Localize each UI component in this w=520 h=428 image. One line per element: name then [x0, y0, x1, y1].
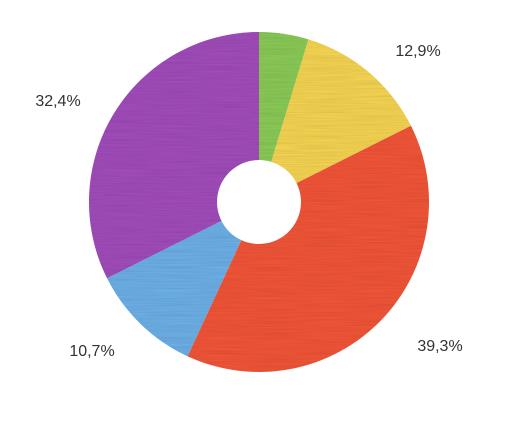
donut-slice-3	[107, 220, 242, 357]
donut-slice-0	[259, 32, 309, 162]
donut-slice-2	[187, 125, 429, 372]
donut-slice-4	[88, 32, 259, 279]
slice-label-1: 12,9%	[395, 43, 440, 60]
slices-group	[88, 32, 429, 372]
labels-group: 12,9% 39,3% 10,7% 32,4%	[35, 43, 462, 360]
slice-label-4: 32,4%	[35, 93, 80, 110]
donut-slice-1	[271, 39, 411, 184]
slice-label-2: 39,3%	[417, 338, 462, 355]
slice-label-3: 10,7%	[69, 343, 114, 360]
